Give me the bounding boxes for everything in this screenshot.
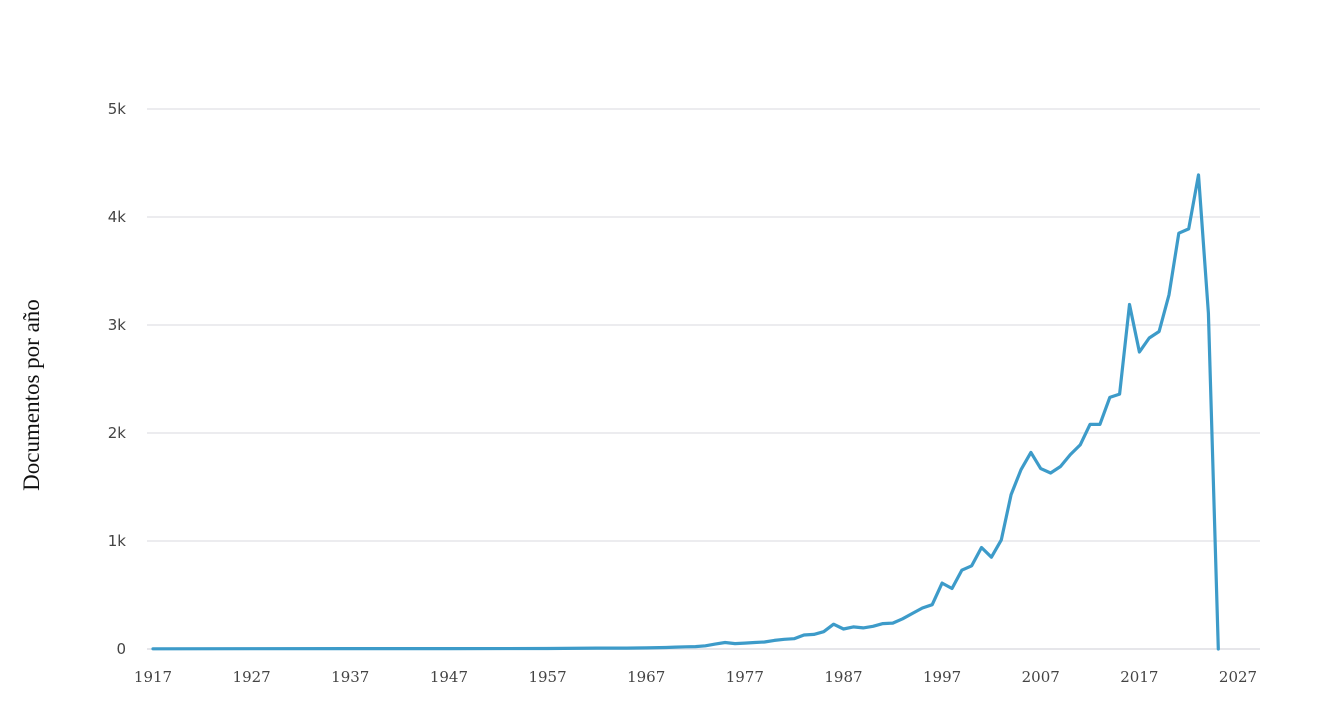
y-axis-ticks: 0 1k 2k 3k 4k 5k — [108, 100, 127, 658]
x-tick-label: 2017 — [1120, 668, 1158, 686]
x-tick-label: 1957 — [528, 668, 566, 686]
y-tick-label: 5k — [108, 100, 127, 118]
y-tick-label: 0 — [116, 640, 126, 658]
x-tick-label: 1977 — [726, 668, 764, 686]
x-tick-label: 1917 — [134, 668, 172, 686]
data-line — [151, 173, 1220, 651]
x-tick-label: 1997 — [923, 668, 961, 686]
gridlines — [147, 108, 1260, 650]
y-tick-label: 3k — [108, 316, 127, 334]
x-tick-label: 2007 — [1022, 668, 1060, 686]
x-tick-label: 2027 — [1219, 668, 1257, 686]
x-tick-label: 1947 — [430, 668, 468, 686]
x-tick-label: 1927 — [233, 668, 271, 686]
y-tick-label: 4k — [108, 208, 127, 226]
y-tick-label: 1k — [108, 532, 127, 550]
x-tick-label: 1937 — [331, 668, 369, 686]
x-tick-label: 1987 — [824, 668, 862, 686]
x-tick-label: 1967 — [627, 668, 665, 686]
y-tick-label: 2k — [108, 424, 127, 442]
x-axis-ticks: 1917 1927 1937 1947 1957 1967 1977 1987 1997 2007… — [134, 668, 1257, 686]
